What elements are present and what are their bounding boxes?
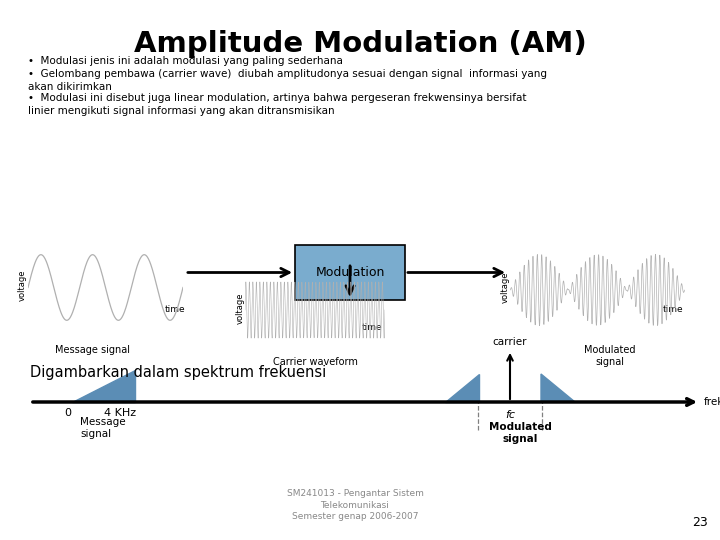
- FancyBboxPatch shape: [295, 245, 405, 300]
- Text: Digambarkan dalam spektrum frekuensi: Digambarkan dalam spektrum frekuensi: [30, 365, 326, 380]
- Text: time: time: [165, 306, 185, 314]
- Text: voltage: voltage: [17, 269, 27, 301]
- Text: SM241013 - Pengantar Sistem
Telekomunikasi
Semester genap 2006-2007: SM241013 - Pengantar Sistem Telekomunika…: [287, 489, 423, 521]
- Text: Message signal: Message signal: [55, 345, 130, 355]
- Text: Amplitude Modulation (AM): Amplitude Modulation (AM): [134, 30, 586, 58]
- Text: Modulated
signal: Modulated signal: [584, 345, 636, 367]
- Polygon shape: [541, 374, 575, 402]
- Text: voltage: voltage: [500, 271, 510, 303]
- Text: fc: fc: [505, 410, 515, 420]
- Text: Modulated
signal: Modulated signal: [489, 422, 552, 443]
- Text: time: time: [662, 306, 683, 314]
- Text: frekuensi: frekuensi: [703, 397, 720, 407]
- Text: voltage: voltage: [235, 292, 245, 324]
- Text: 0: 0: [65, 408, 71, 418]
- Text: •  Modulasi ini disebut juga linear modulation, artinya bahwa pergeseran frekwen: • Modulasi ini disebut juga linear modul…: [28, 93, 526, 116]
- Text: Modulation: Modulation: [315, 266, 384, 279]
- Text: Message
signal: Message signal: [80, 417, 125, 438]
- Text: Carrier waveform: Carrier waveform: [273, 357, 357, 367]
- Text: carrier: carrier: [492, 337, 527, 347]
- Text: 23: 23: [692, 516, 708, 529]
- Text: 4 KHz: 4 KHz: [104, 408, 136, 418]
- Text: •  Modulasi jenis ini adalah modulasi yang paling sederhana: • Modulasi jenis ini adalah modulasi yan…: [28, 56, 343, 66]
- Text: time: time: [361, 323, 382, 333]
- Text: •  Gelombang pembawa (carrier wave)  diubah amplitudonya sesuai dengan signal  i: • Gelombang pembawa (carrier wave) diuba…: [28, 69, 547, 92]
- Polygon shape: [72, 370, 135, 402]
- Polygon shape: [445, 374, 479, 402]
